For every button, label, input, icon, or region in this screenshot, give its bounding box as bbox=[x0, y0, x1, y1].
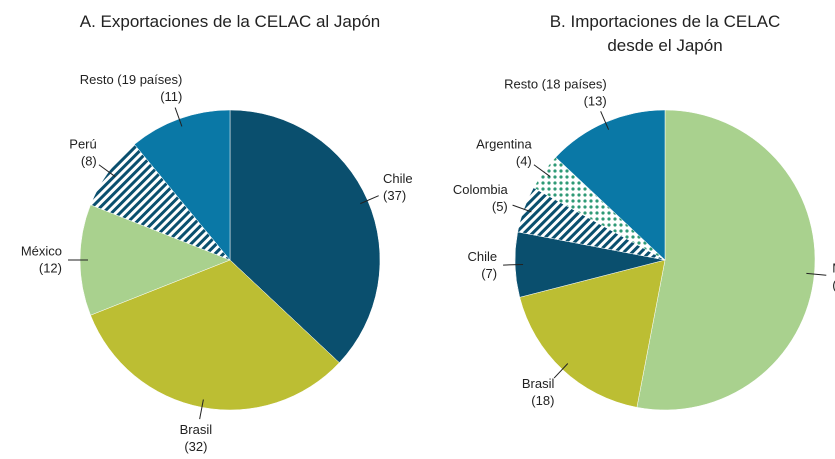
leader-line bbox=[199, 399, 204, 420]
leader-line bbox=[98, 164, 116, 177]
value-label: (5) bbox=[492, 199, 508, 214]
leader-line bbox=[512, 204, 532, 213]
slice-label: México bbox=[832, 261, 835, 276]
value-label: (53) bbox=[832, 278, 835, 293]
value-label: (11) bbox=[160, 89, 182, 104]
slice-label: Colombia bbox=[453, 182, 509, 197]
slice-label: Chile bbox=[467, 249, 497, 264]
value-label: (4) bbox=[516, 153, 532, 168]
slice-label: México bbox=[21, 243, 62, 258]
value-label: (37) bbox=[383, 188, 406, 203]
chart-title: B. Importaciones de la CELAC desde el Ja… bbox=[549, 12, 781, 55]
value-label: (18) bbox=[531, 393, 554, 408]
value-label: (13) bbox=[584, 93, 607, 108]
value-label: (32) bbox=[184, 439, 207, 454]
slice-label: Brasil bbox=[522, 376, 555, 391]
value-label: (12) bbox=[39, 260, 62, 275]
slice-label: Resto (19 países) bbox=[80, 72, 183, 87]
leader-line bbox=[806, 272, 827, 276]
chart-title: A. Exportaciones de la CELAC al Japón bbox=[79, 12, 381, 31]
leader-line bbox=[600, 111, 610, 130]
leader-line bbox=[503, 263, 524, 266]
value-label: (8) bbox=[81, 153, 97, 168]
value-label: (7) bbox=[481, 266, 497, 281]
slice-label: Argentina bbox=[476, 136, 532, 151]
slice-label: Perú bbox=[69, 136, 96, 151]
leader-line bbox=[174, 107, 183, 127]
leader-line bbox=[360, 195, 379, 205]
slice-label: Chile bbox=[383, 171, 413, 186]
leader-line bbox=[533, 164, 551, 177]
slice-label: Brasil bbox=[180, 422, 213, 437]
slice-label: Resto (18 países) bbox=[504, 76, 607, 91]
leader-line bbox=[553, 363, 569, 379]
